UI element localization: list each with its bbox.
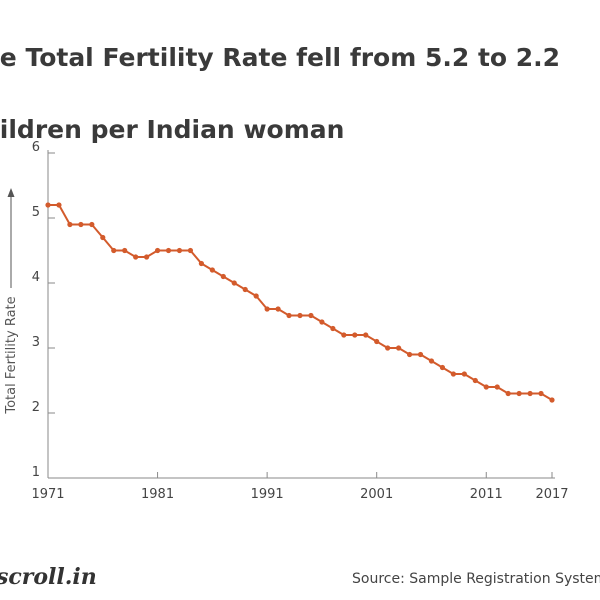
x-tick-label: 2017 (535, 487, 568, 502)
data-point (308, 312, 314, 319)
data-point (209, 267, 215, 273)
data-point (374, 338, 380, 345)
data-point (286, 312, 292, 319)
data-point (450, 371, 456, 377)
data-point (483, 384, 489, 390)
chart-title: he Total Fertility Rate fell from 5.2 to… (0, 4, 600, 184)
data-point (45, 202, 51, 208)
chart-title-line-1: he Total Fertility Rate fell from 5.2 to… (0, 43, 561, 72)
data-point (549, 397, 555, 403)
x-tick-label: 1971 (31, 487, 64, 502)
data-point (111, 247, 117, 254)
x-tick-label: 1981 (141, 487, 174, 502)
data-point (461, 371, 467, 377)
source-note: Source: Sample Registration System (352, 571, 600, 587)
y-tick-label: 1 (32, 465, 40, 480)
data-point (417, 351, 424, 358)
y-axis-label-group: Total Fertility Rate (4, 188, 19, 415)
y-tick-label: 6 (32, 140, 40, 155)
data-point (56, 202, 62, 208)
data-point (516, 390, 522, 397)
data-point (439, 364, 446, 371)
data-point (78, 221, 84, 228)
series-line (48, 204, 553, 401)
data-point (385, 345, 391, 351)
data-point (122, 247, 128, 254)
data-point (220, 273, 226, 280)
data-point (341, 332, 347, 338)
data-point (100, 234, 106, 241)
data-point (330, 325, 336, 332)
data-point (297, 312, 303, 319)
chart-title-line-2: hildren per Indian woman (0, 115, 345, 144)
x-tick-label: 2001 (360, 487, 393, 502)
y-axis-label: Total Fertility Rate (4, 296, 19, 414)
data-point (176, 247, 183, 254)
x-tick-label: 1991 (251, 487, 284, 502)
data-point (253, 293, 259, 299)
data-point (154, 247, 161, 254)
y-tick-label: 2 (32, 400, 40, 415)
data-point (527, 390, 533, 397)
data-point (165, 247, 172, 254)
data-point (198, 260, 204, 267)
data-point (352, 332, 358, 338)
data-point (264, 306, 270, 312)
data-point (89, 221, 95, 228)
data-point (396, 345, 402, 351)
series-group (45, 202, 555, 403)
data-point (187, 247, 194, 254)
data-point (133, 254, 139, 260)
y-tick-label: 4 (32, 270, 40, 285)
x-axis: 1971 1981 1991 2001 2011 2017 (31, 472, 569, 502)
data-point (275, 306, 281, 312)
y-tick-label: 5 (32, 205, 40, 220)
data-point (505, 390, 511, 397)
data-point (242, 286, 248, 293)
data-point (319, 319, 325, 325)
data-point (494, 384, 500, 390)
data-point (538, 390, 544, 397)
publisher-logo: scroll.in (0, 564, 97, 590)
data-point (67, 221, 73, 228)
data-point (472, 377, 478, 384)
data-point (428, 358, 435, 364)
y-axis: 1 2 3 4 5 6 (32, 140, 55, 480)
data-point (406, 351, 413, 358)
y-tick-label: 3 (32, 335, 40, 350)
data-point (144, 254, 150, 260)
x-tick-label: 2011 (470, 487, 503, 502)
y-axis-label-arrowhead (7, 188, 15, 197)
data-point (231, 280, 237, 286)
data-point (363, 332, 369, 338)
